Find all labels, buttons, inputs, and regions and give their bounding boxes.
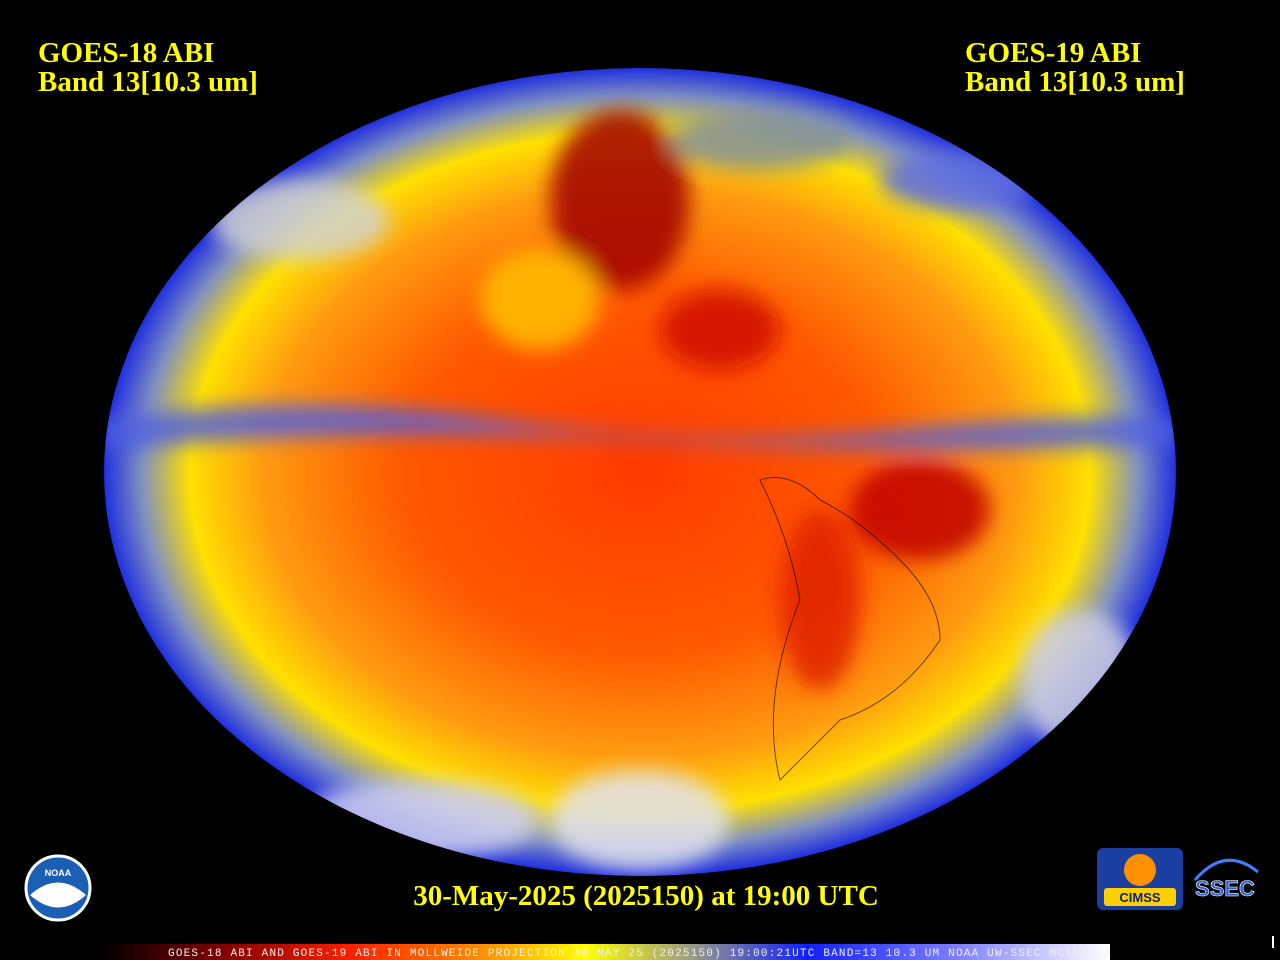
caption: GOES-18 ABI AND GOES-19 ABI IN MOLLWEIDE… [168, 948, 1112, 960]
header-right-line1: GOES-19 ABI [965, 37, 1141, 69]
header-left: GOES-18 ABI Band 13[10.3 um] [38, 37, 258, 98]
ssec-label: SSEC [1195, 876, 1255, 901]
timestamp: 30-May-2025 (2025150) at 19:00 UTC [413, 880, 879, 912]
globe [104, 68, 1176, 876]
color-bar [100, 944, 1110, 960]
cimss-logo: CIMSS [1097, 848, 1183, 910]
ssec-logo: SSEC [1193, 858, 1259, 901]
noaa-label: NOAA [45, 868, 72, 878]
noaa-logo: NOAA [24, 854, 92, 922]
cimss-label: CIMSS [1119, 890, 1161, 905]
header-right-line2: Band 13[10.3 um] [965, 66, 1185, 98]
header-right: GOES-19 ABI Band 13[10.3 um] [965, 37, 1185, 98]
header-left-line1: GOES-18 ABI [38, 37, 214, 69]
marker [1272, 936, 1274, 948]
header-left-line2: Band 13[10.3 um] [38, 66, 258, 98]
